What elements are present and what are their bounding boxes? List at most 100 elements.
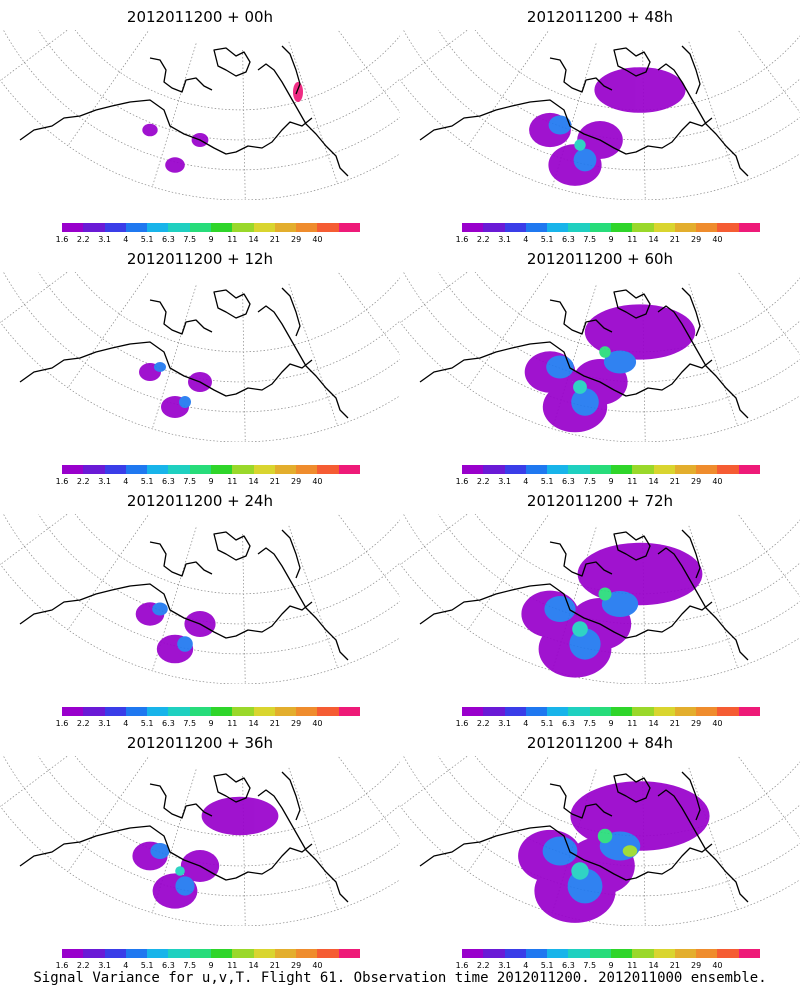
- meridian-line: [363, 756, 400, 798]
- coastline: [149, 541, 213, 577]
- colorbar-swatch: [210, 465, 233, 474]
- colorbar-label: 6.3: [562, 477, 575, 486]
- panel-title: 2012011200 + 12h: [126, 250, 274, 268]
- meridian-line: [288, 525, 339, 668]
- colorbar-label: 11: [227, 719, 238, 728]
- colorbar: [62, 223, 360, 232]
- colorbar-swatch: [147, 223, 169, 232]
- colorbar: [462, 949, 760, 958]
- colorbar-label: 14: [248, 961, 259, 970]
- meridian-line: [0, 514, 69, 565]
- colorbar-label: 40: [712, 477, 723, 486]
- colorbar-label: 3.1: [98, 719, 111, 728]
- colorbar-label: 7.5: [183, 477, 197, 486]
- colorbar-swatch: [274, 949, 297, 958]
- colorbar-label: 1.6: [455, 477, 469, 486]
- variance-map: [400, 756, 800, 926]
- variance-area: [622, 845, 638, 857]
- colorbar-swatch: [504, 223, 526, 232]
- colorbar-swatch: [232, 707, 254, 716]
- meridian-line: [763, 30, 800, 72]
- latitude-circle: [403, 272, 800, 413]
- coastline: [257, 305, 349, 419]
- colorbar-swatch: [653, 223, 675, 232]
- colorbar-swatch: [147, 465, 169, 474]
- colorbar-swatch: [62, 465, 84, 474]
- colorbar-swatch: [232, 949, 254, 958]
- variance-area: [154, 362, 166, 372]
- colorbar-swatch: [696, 949, 718, 958]
- colorbar-swatch: [568, 465, 590, 474]
- latitude-circle: [403, 756, 800, 897]
- colorbar-swatch: [717, 465, 739, 474]
- colorbar-label: 1.6: [455, 961, 469, 970]
- graticule: [0, 272, 400, 442]
- colorbar-label: 4: [523, 235, 529, 244]
- coastlines: [19, 287, 349, 419]
- colorbar-label: 9: [208, 719, 214, 728]
- meridian-line: [763, 272, 800, 314]
- colorbar-label: 2.2: [76, 477, 90, 486]
- variance-area: [293, 82, 303, 102]
- colorbar-swatch: [653, 465, 675, 474]
- variance-map: [0, 514, 400, 684]
- colorbar-swatch: [83, 223, 105, 232]
- latitude-circle: [400, 563, 800, 684]
- meridian-line: [467, 30, 550, 146]
- variance-area: [177, 636, 193, 652]
- coastlines: [419, 529, 749, 661]
- colorbar-swatch: [253, 949, 275, 958]
- meridian-line: [467, 756, 550, 872]
- colorbar-swatch: [253, 465, 275, 474]
- colorbar-label: 7.5: [583, 719, 597, 728]
- colorbar-swatch: [504, 707, 526, 716]
- forecast-panel: 2012011200 + 72h 1.6 2.2 3.1 4 5.1 6.3 7.5 9 11 14…: [400, 484, 800, 728]
- latitude-circle: [37, 272, 400, 383]
- colorbar-label: 6.3: [162, 719, 175, 728]
- colorbar-swatch: [338, 707, 360, 716]
- coastline: [549, 57, 613, 93]
- colorbar-swatch: [568, 223, 590, 232]
- colorbar-swatch: [147, 949, 169, 958]
- variance-area: [175, 876, 195, 896]
- colorbar-label: 14: [648, 961, 659, 970]
- meridian-line: [0, 30, 69, 81]
- variance-shading: [529, 67, 686, 186]
- variance-area: [584, 304, 696, 360]
- colorbar-swatch: [168, 949, 190, 958]
- colorbar-swatch: [189, 949, 211, 958]
- latitude-circle: [0, 79, 400, 200]
- meridian-line: [67, 272, 150, 388]
- colorbar-swatch: [483, 223, 505, 232]
- colorbar-swatch: [610, 949, 633, 958]
- meridian-line: [242, 49, 246, 200]
- colorbar-label: 29: [691, 961, 702, 970]
- colorbar-swatch: [168, 223, 190, 232]
- panel-title: 2012011200 + 72h: [526, 492, 674, 510]
- colorbar: [62, 707, 360, 716]
- meridian-line: [337, 514, 400, 597]
- variance-area: [165, 157, 185, 173]
- colorbar-label: 1.6: [455, 719, 469, 728]
- colorbar-label: 14: [248, 719, 259, 728]
- colorbar-swatch: [168, 465, 190, 474]
- colorbar-swatch: [653, 707, 675, 716]
- colorbar-label: 7.5: [583, 477, 597, 486]
- colorbar-swatch: [125, 465, 148, 474]
- variance-area: [179, 396, 191, 408]
- coastline: [19, 341, 313, 397]
- latitude-circle: [74, 756, 400, 837]
- colorbar: [62, 949, 360, 958]
- colorbar-swatch: [317, 707, 339, 716]
- colorbar-swatch: [317, 465, 339, 474]
- colorbar-swatch: [589, 949, 611, 958]
- colorbar-label: 6.3: [162, 235, 175, 244]
- colorbar-labels: 1.6 2.2 3.1 4 5.1 6.3 7.5 9 11 14 21 29 40: [56, 961, 360, 971]
- coastlines: [419, 287, 749, 419]
- colorbar-label: 5.1: [540, 719, 554, 728]
- colorbar-swatch: [274, 223, 297, 232]
- colorbar-label: 29: [691, 235, 702, 244]
- variance-map: [0, 756, 400, 926]
- colorbar-label: 29: [291, 235, 302, 244]
- colorbar-swatch: [62, 949, 84, 958]
